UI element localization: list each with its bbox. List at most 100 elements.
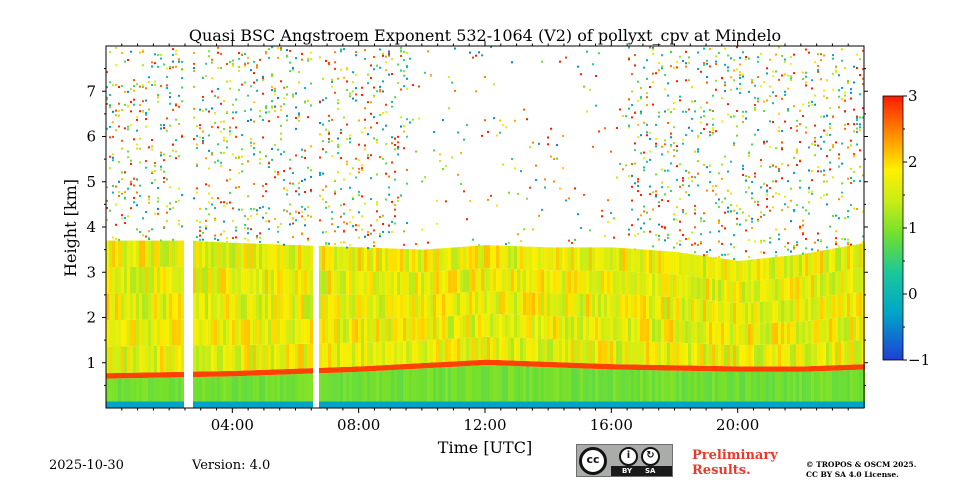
cell-noise (256, 213, 258, 216)
cell-surface (727, 401, 730, 408)
cell-dust (493, 336, 496, 360)
cell-noise (301, 233, 303, 236)
cell-dust (760, 323, 763, 345)
cell-noise (604, 234, 606, 237)
cell-noise (178, 94, 180, 97)
cell-dust (631, 271, 634, 296)
cell-dust (253, 319, 256, 345)
cell-dust (568, 339, 571, 363)
cell-noise (787, 242, 789, 245)
cell-mbl (511, 365, 514, 402)
cell-dust (481, 291, 484, 315)
cell-dust (826, 295, 829, 320)
cell-dust (391, 341, 394, 365)
cell-noise (679, 163, 681, 166)
cell-dust (325, 319, 328, 344)
cell-dust (109, 267, 112, 294)
cell-noise (694, 150, 696, 153)
cell-mbl-top (265, 369, 268, 376)
cell-noise (283, 103, 285, 106)
cell-mbl (241, 376, 244, 402)
heatmap-column-65 (310, 51, 313, 408)
cell-noise (268, 162, 270, 165)
cell-mbl-top (739, 366, 742, 372)
cell-dust (559, 270, 562, 294)
cell-dust (115, 346, 118, 373)
cell-noise (814, 144, 816, 147)
cell-noise (634, 162, 636, 165)
cell-noise (775, 180, 777, 183)
cell-noise (178, 105, 180, 108)
cell-surface (850, 401, 853, 408)
heatmap-column-207 (742, 51, 745, 408)
cell-noise (250, 207, 252, 210)
cell-noise (241, 148, 243, 151)
cell-noise (838, 165, 840, 168)
cell-dust (439, 271, 442, 294)
cell-dust (616, 270, 619, 295)
heatmap-column-144 (553, 158, 556, 408)
cell-dust (400, 341, 403, 365)
heatmap-column-33 (214, 94, 217, 408)
cell-dust (787, 299, 790, 323)
cell-mbl (481, 365, 484, 402)
cell-mbl (613, 369, 616, 402)
cell-noise (157, 197, 159, 200)
cell-noise (841, 59, 843, 62)
cell-noise (241, 170, 243, 173)
cell-mbl-top (646, 364, 649, 371)
cell-noise (247, 120, 249, 123)
cell-dust (823, 319, 826, 343)
cell-noise (367, 73, 369, 76)
cell-dust (700, 299, 703, 322)
cell-noise (847, 210, 849, 213)
cell-mbl-top (253, 370, 256, 376)
cell-surface (847, 401, 850, 408)
cell-noise (637, 99, 639, 102)
cell-noise (787, 164, 789, 167)
cell-dust (568, 247, 571, 271)
cell-dust (832, 295, 835, 319)
cell-surface (631, 401, 634, 408)
cell-dust (118, 240, 121, 268)
cell-noise (670, 132, 672, 135)
cell-dust (640, 272, 643, 296)
cell-dust (844, 270, 847, 294)
cell-noise (862, 83, 864, 86)
cell-noise (649, 185, 651, 188)
cell-dust (625, 341, 628, 365)
cell-noise (298, 81, 300, 84)
cell-mbl (463, 366, 466, 402)
heatmap-column-107 (442, 119, 445, 408)
cell-noise (655, 173, 657, 176)
heatmap-column-68 (325, 59, 328, 408)
cell-dust (523, 246, 526, 270)
heatmap-column-203 (730, 57, 733, 408)
cell-mbl-top (544, 361, 547, 368)
cell-dust (475, 268, 478, 292)
cell-noise (673, 108, 675, 111)
cell-mbl-top (640, 364, 643, 371)
cell-noise (406, 222, 408, 225)
cell-noise (223, 204, 225, 207)
cell-dust (472, 291, 475, 315)
cell-dust (277, 294, 280, 320)
heatmap-column-38 (229, 60, 232, 408)
heatmap-column-46 (253, 60, 256, 408)
cell-noise (742, 73, 744, 76)
cell-noise (340, 157, 342, 160)
cell-dust (253, 294, 256, 320)
cell-noise (493, 117, 495, 120)
cell-noise (277, 173, 279, 176)
cell-noise (724, 227, 726, 230)
cell-noise (421, 228, 423, 231)
cell-surface (508, 401, 511, 408)
cell-mbl-top (487, 359, 490, 366)
cell-noise (397, 141, 399, 144)
cell-dust (826, 342, 829, 366)
cell-mbl-top (172, 371, 175, 378)
cell-noise (160, 84, 162, 87)
cell-dust (352, 342, 355, 367)
cell-dust (211, 241, 214, 268)
cell-surface (805, 401, 808, 408)
